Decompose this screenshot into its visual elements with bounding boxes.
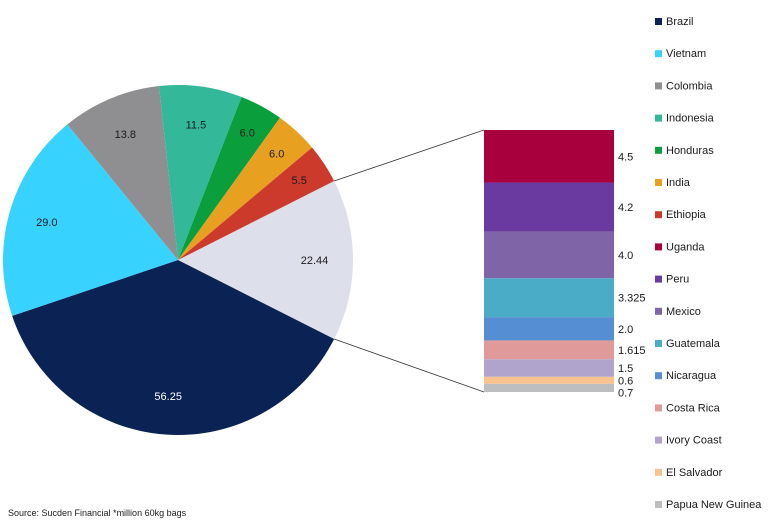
legend-swatch-peru [655,275,662,283]
pie-slice-ethiopia [178,147,335,260]
bar-label-peru: 4.2 [618,202,633,214]
bar-segment-papua-new-guinea [484,383,614,392]
bar-segment-costa-rica [484,340,614,360]
legend-label-papua-new-guinea: Papua New Guinea [666,499,762,511]
legend: Brazil Vietnam Colombia Indonesia Honduras In… [655,16,762,511]
legend-swatch-colombia [655,82,662,90]
pie-chart: 22.44 56.25 29.0 13.8 11.5 6.0 6.0 5.5 [2,85,354,436]
pie-label-brazil: 56.25 [154,391,182,403]
legend-swatch-nicaragua [655,372,662,380]
source-footnote: Source: Sucden Financial *million 60kg b… [8,508,187,518]
pie-slice-vietnam [2,124,179,316]
legend-swatch-vietnam [655,50,662,58]
pie-label-colombia: 13.8 [115,129,136,141]
bar-label-ivory-coast: 1.5 [618,363,633,375]
pie-label-indonesia: 11.5 [186,120,207,132]
pie-label-others: 22.44 [301,255,329,267]
legend-label-brazil: Brazil [666,16,694,28]
legend-label-honduras: Honduras [666,145,714,157]
pie-label-honduras: 6.0 [240,127,255,139]
bar-segment-el-salvador [484,376,614,384]
pie-slice-india [178,117,313,260]
legend-label-indonesia: Indonesia [666,113,715,125]
legend-swatch-el-salvador [655,468,662,476]
legend-label-vietnam: Vietnam [666,48,706,60]
bar-label-papua-new-guinea: 0.7 [618,387,633,399]
bar-label-mexico: 4.0 [618,250,633,262]
pie-slice-honduras [178,96,280,260]
pie-label-ethiopia: 5.5 [292,175,307,187]
legend-label-colombia: Colombia [666,80,713,92]
legend-label-el-salvador: El Salvador [666,467,723,479]
pie-label-india: 6.0 [269,149,284,161]
legend-label-ivory-coast: Ivory Coast [666,435,722,447]
legend-label-costa-rica: Costa Rica [666,402,721,414]
legend-swatch-uganda [655,243,662,251]
bar-segment-guatemala [484,278,614,318]
legend-label-uganda: Uganda [666,241,705,253]
legend-swatch-honduras [655,146,662,154]
bar-segment-ivory-coast [484,359,614,377]
legend-swatch-guatemala [655,340,662,347]
legend-swatch-costa-rica [655,404,662,412]
pie-slice-others [178,180,354,340]
legend-swatch-mexico [655,307,662,315]
legend-swatch-papua-new-guinea [655,501,662,508]
bar-segment-mexico [484,231,614,279]
connector-lines [333,129,485,393]
bar-segment-peru [484,182,614,232]
connector-line-bottom [333,338,485,393]
bar-label-costa-rica: 1.615 [618,345,646,357]
legend-label-ethiopia: Ethiopia [666,209,707,221]
connector-line-top [333,129,485,182]
breakdown-bar: 4.5 4.2 4.0 3.325 2.0 1.615 1.50.60.7 [484,130,646,399]
bar-label-guatemala: 3.325 [618,293,646,305]
legend-swatch-ivory-coast [655,436,662,444]
pie-slice-brazil [12,260,335,436]
legend-label-peru: Peru [666,274,689,286]
bar-label-nicaragua: 2.0 [618,324,633,336]
legend-label-guatemala: Guatemala [666,338,721,350]
pie-slice-indonesia [159,85,242,260]
legend-swatch-india [655,179,662,186]
bar-label-el-salvador: 0.6 [618,375,633,387]
legend-swatch-brazil [655,18,662,25]
pie-slice-colombia [67,86,178,260]
legend-label-india: India [666,177,691,189]
pie-label-vietnam: 29.0 [36,217,57,229]
bar-label-uganda: 4.5 [618,151,633,163]
legend-swatch-ethiopia [655,211,662,219]
legend-label-mexico: Mexico [666,306,701,318]
legend-swatch-indonesia [655,114,662,122]
bar-segment-uganda [484,130,614,183]
legend-label-nicaragua: Nicaragua [666,370,717,382]
bar-segment-nicaragua [484,317,614,341]
